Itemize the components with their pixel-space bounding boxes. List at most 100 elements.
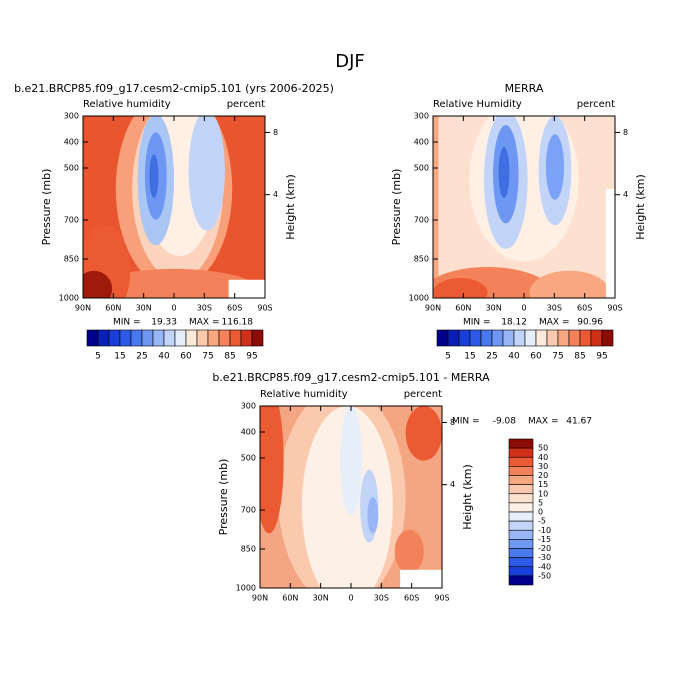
y2-tick-label: 4	[273, 190, 278, 199]
colorbar-label: 15	[114, 352, 125, 362]
colorbar-box	[163, 329, 176, 347]
colorbar-box	[508, 548, 534, 558]
colorbar-label: 85	[574, 352, 585, 362]
y-tick-label: 850	[241, 545, 256, 554]
contour-fill	[498, 146, 510, 198]
y-tick-label: 700	[64, 216, 79, 225]
colorbar-label: 60	[180, 352, 192, 362]
y-tick-label: 500	[414, 164, 429, 173]
left-label: Relative humidity	[83, 99, 171, 110]
colorbar-box	[508, 456, 534, 467]
colorbar-label: 25	[486, 352, 497, 362]
contour-fill	[83, 270, 113, 298]
colorbar-box	[508, 475, 534, 485]
colorbar-label: -10	[538, 526, 551, 535]
colorbar-box	[508, 520, 534, 531]
contour-fill	[433, 116, 439, 298]
x-tick-label: 60N	[105, 304, 121, 313]
contour-fill	[605, 188, 615, 298]
y-tick-label: 850	[414, 255, 429, 264]
x-tick-label: 60S	[404, 594, 419, 603]
contour-fill	[188, 116, 225, 231]
colorbar-box	[447, 329, 460, 347]
colorbar-label: 95	[246, 352, 257, 362]
x-tick-label: 90S	[434, 594, 449, 603]
x-tick-label: 30S	[547, 304, 562, 313]
colorbar-box	[196, 329, 209, 347]
x-tick-label: 90S	[257, 304, 272, 313]
colorbar-box	[436, 329, 449, 347]
y2-axis-label: Height (km)	[284, 174, 297, 240]
contour-field	[260, 406, 442, 588]
colorbar-box	[508, 466, 534, 476]
contour-fill	[545, 134, 565, 200]
y-axis-label: Pressure (mb)	[40, 169, 53, 246]
min-value: 18.12	[501, 318, 527, 328]
colorbar-label: 5	[538, 498, 543, 507]
max-value: 41.67	[566, 417, 592, 427]
colorbar-box	[524, 329, 537, 347]
contour-fill	[394, 529, 424, 574]
right-label: percent	[577, 99, 615, 110]
colorbar-label: 25	[136, 352, 147, 362]
colorbar-box	[508, 438, 534, 449]
x-tick-label: 60N	[455, 304, 471, 313]
y2-tick-label: 4	[450, 480, 455, 489]
max-value: 116.18	[222, 318, 254, 328]
colorbar-label: 50	[538, 444, 548, 453]
contour-fill	[149, 154, 159, 198]
y-tick-label: 850	[64, 255, 79, 264]
colorbar-label: 5	[95, 352, 101, 362]
colorbar-label: 15	[538, 480, 548, 489]
contour-fill	[405, 406, 442, 461]
colorbar-label: 0	[538, 508, 543, 517]
right-label: percent	[404, 389, 442, 400]
colorbar-label: 30	[538, 462, 548, 471]
y-tick-label: 400	[241, 428, 256, 437]
contour-fill	[340, 406, 362, 516]
figure-title: DJF	[335, 51, 365, 72]
right-label: percent	[227, 99, 265, 110]
y-tick-label: 300	[241, 402, 256, 411]
y-tick-label: 300	[64, 112, 79, 121]
colorbar-box	[557, 329, 570, 347]
x-tick-label: 0	[171, 304, 176, 313]
colorbar-label: 60	[530, 352, 542, 362]
colorbar-label: 75	[202, 352, 213, 362]
colorbar-label: 20	[538, 471, 548, 480]
y-tick-label: 700	[414, 216, 429, 225]
colorbar-label: 75	[552, 352, 563, 362]
y-axis-label: Pressure (mb)	[217, 459, 230, 536]
colorbar-box	[508, 511, 534, 522]
max-label: MAX =	[189, 318, 220, 328]
x-tick-label: 30N	[136, 304, 152, 313]
colorbar-box	[152, 329, 165, 347]
colorbar-box	[508, 493, 534, 504]
y-tick-label: 400	[64, 138, 79, 147]
colorbar-box	[508, 557, 534, 568]
colorbar-box	[508, 575, 534, 586]
y-tick-label: 500	[241, 454, 256, 463]
y-tick-label: 1000	[236, 584, 256, 593]
contour-fill	[260, 406, 284, 534]
colorbar-label: -5	[538, 517, 546, 526]
contour-field	[433, 116, 615, 298]
colorbar-box	[119, 329, 132, 347]
colorbar-box	[491, 329, 504, 347]
colorbar-box	[502, 329, 515, 347]
contour-fill	[400, 569, 442, 588]
x-tick-label: 90N	[425, 304, 441, 313]
colorbar-box	[469, 329, 482, 347]
max-label: MAX =	[528, 417, 559, 427]
panel-title: b.e21.BRCP85.f09_g17.cesm2-cmip5.101 - M…	[212, 371, 490, 384]
min-value: -9.08	[493, 417, 517, 427]
y2-tick-label: 8	[273, 128, 278, 137]
contour-fill	[529, 270, 610, 298]
y-tick-label: 500	[64, 164, 79, 173]
colorbar-box	[141, 329, 154, 347]
colorbar-label: -30	[538, 553, 551, 562]
colorbar-label: 40	[508, 352, 520, 362]
colorbar-box	[207, 329, 220, 347]
colorbar-label: -40	[538, 562, 551, 571]
colorbar-box	[535, 329, 548, 347]
